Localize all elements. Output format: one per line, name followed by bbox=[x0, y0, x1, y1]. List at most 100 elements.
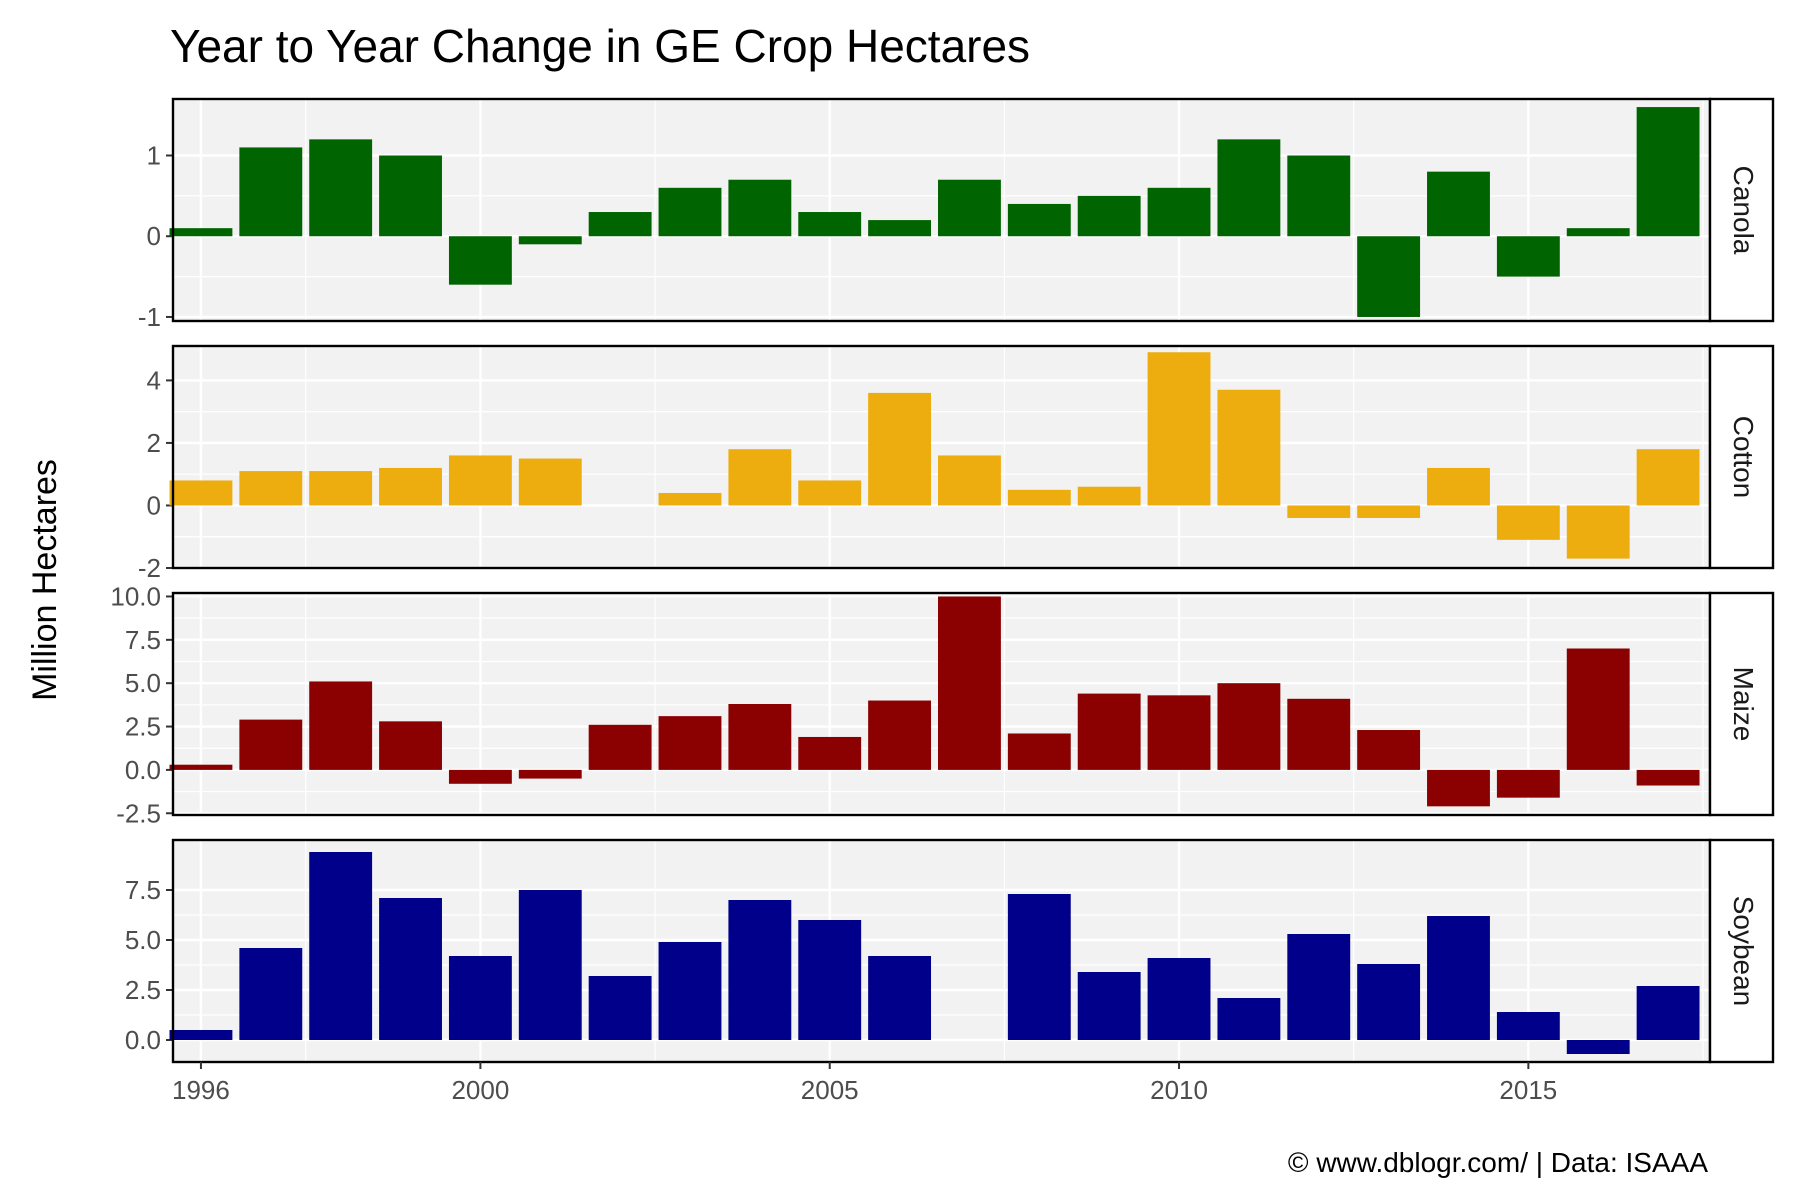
x-tick-label: 2015 bbox=[1499, 1075, 1557, 1105]
bar-soybean-1996 bbox=[169, 1030, 233, 1040]
bar-cotton-2011 bbox=[1217, 389, 1281, 506]
y-tick-label: 5.0 bbox=[125, 925, 161, 955]
y-tick-label: -2.5 bbox=[116, 798, 161, 828]
facet-canola: -1 0 1 Canola bbox=[138, 97, 1775, 332]
x-tick-label: 1996 bbox=[172, 1075, 230, 1105]
bar-canola-1997 bbox=[239, 147, 303, 237]
bar-canola-2011 bbox=[1217, 139, 1281, 237]
bar-maize-2002 bbox=[588, 724, 652, 770]
facet-strip bbox=[1708, 838, 1775, 1064]
bar-canola-2007 bbox=[938, 179, 1001, 237]
bar-maize-2001 bbox=[518, 769, 582, 779]
y-tick-label: 0 bbox=[147, 490, 161, 520]
bar-maize-2012 bbox=[1287, 698, 1351, 770]
bar-soybean-2006 bbox=[868, 956, 932, 1040]
bar-maize-2000 bbox=[448, 769, 512, 784]
bar-canola-2000 bbox=[448, 236, 512, 285]
bar-maize-2015 bbox=[1496, 769, 1560, 798]
bar-cotton-2016 bbox=[1566, 505, 1630, 559]
bar-cotton-2008 bbox=[1007, 489, 1071, 506]
bar-canola-2015 bbox=[1496, 236, 1560, 277]
facet-strip-label: Canola bbox=[1728, 166, 1759, 255]
bar-cotton-2001 bbox=[518, 458, 582, 506]
bar-soybean-2009 bbox=[1077, 972, 1141, 1040]
bar-maize-2005 bbox=[798, 736, 862, 770]
bar-soybean-2017 bbox=[1636, 986, 1700, 1040]
facet-strip-label: Maize bbox=[1728, 667, 1759, 742]
x-axis: 1996 2000 2005 2010 2015 bbox=[172, 1062, 1557, 1105]
facet-strip bbox=[1708, 591, 1775, 817]
bar-maize-2006 bbox=[868, 700, 932, 770]
bar-soybean-2000 bbox=[448, 956, 512, 1040]
bar-maize-2014 bbox=[1427, 769, 1490, 807]
bar-maize-2011 bbox=[1217, 683, 1281, 770]
bar-canola-2008 bbox=[1007, 203, 1071, 237]
bar-soybean-2015 bbox=[1496, 1012, 1560, 1040]
bar-canola-1996 bbox=[169, 228, 233, 237]
facet-soybean: 0.0 2.5 5.0 7.5 Soybean bbox=[125, 838, 1775, 1064]
bar-cotton-2007 bbox=[938, 455, 1001, 506]
facet-maize: -2.5 0.0 2.5 5.0 7.5 10.0 Maize bbox=[110, 581, 1775, 828]
facet-cotton: -2 0 2 4 Cotton bbox=[138, 344, 1775, 583]
bar-cotton-2017 bbox=[1636, 449, 1700, 506]
bar-canola-2012 bbox=[1287, 155, 1351, 237]
bar-canola-2010 bbox=[1147, 187, 1211, 237]
bar-cotton-2013 bbox=[1357, 505, 1421, 518]
bar-soybean-2001 bbox=[518, 890, 582, 1040]
chart-caption: © www.dblogr.com/ | Data: ISAAA bbox=[1288, 1147, 1708, 1178]
bar-cotton-2000 bbox=[448, 455, 512, 506]
bar-soybean-2014 bbox=[1427, 916, 1490, 1040]
bar-maize-1997 bbox=[239, 719, 303, 770]
bar-canola-2001 bbox=[518, 236, 582, 245]
y-tick-label: 0 bbox=[147, 221, 161, 251]
bar-cotton-2012 bbox=[1287, 505, 1351, 518]
bar-canola-2013 bbox=[1357, 236, 1421, 317]
y-tick-label: 7.5 bbox=[125, 875, 161, 905]
bar-canola-2016 bbox=[1566, 228, 1630, 237]
y-tick-label: 7.5 bbox=[125, 625, 161, 655]
bar-soybean-1998 bbox=[309, 852, 373, 1040]
bar-canola-2002 bbox=[588, 212, 652, 237]
bar-maize-1999 bbox=[379, 721, 442, 770]
bar-cotton-1999 bbox=[379, 467, 442, 506]
bar-soybean-1997 bbox=[239, 948, 303, 1040]
bar-maize-2017 bbox=[1636, 769, 1700, 786]
bar-soybean-2005 bbox=[798, 920, 862, 1040]
bar-maize-2004 bbox=[728, 704, 792, 770]
bar-soybean-2011 bbox=[1217, 998, 1281, 1040]
bar-soybean-2002 bbox=[588, 976, 652, 1040]
bar-maize-2016 bbox=[1566, 648, 1630, 770]
bar-cotton-1997 bbox=[239, 471, 303, 506]
bar-canola-2004 bbox=[728, 179, 792, 237]
bar-canola-2005 bbox=[798, 212, 862, 237]
bar-maize-1996 bbox=[169, 764, 233, 770]
bar-canola-1999 bbox=[379, 155, 442, 237]
bar-cotton-2014 bbox=[1427, 467, 1490, 506]
facet-strip bbox=[1708, 97, 1775, 323]
bar-cotton-2010 bbox=[1147, 352, 1211, 506]
bar-soybean-2003 bbox=[658, 942, 722, 1040]
bar-maize-2007 bbox=[938, 596, 1001, 770]
x-tick-label: 2000 bbox=[451, 1075, 509, 1105]
bar-canola-2014 bbox=[1427, 171, 1490, 237]
bar-cotton-2004 bbox=[728, 449, 792, 506]
bar-maize-1998 bbox=[309, 681, 373, 770]
bar-soybean-2012 bbox=[1287, 934, 1351, 1040]
facet-strip bbox=[1708, 344, 1775, 570]
y-tick-label: 0.0 bbox=[125, 1025, 161, 1055]
y-tick-label: 0.0 bbox=[125, 755, 161, 785]
bar-cotton-2009 bbox=[1077, 486, 1141, 506]
bar-maize-2008 bbox=[1007, 733, 1071, 770]
facet-strip-label: Cotton bbox=[1728, 416, 1759, 499]
bar-cotton-2015 bbox=[1496, 505, 1560, 540]
bar-maize-2003 bbox=[658, 716, 722, 770]
bar-soybean-2008 bbox=[1007, 894, 1071, 1040]
bar-soybean-2004 bbox=[728, 900, 792, 1040]
y-tick-label: 2 bbox=[147, 428, 161, 458]
y-tick-label: 4 bbox=[147, 365, 161, 395]
y-axis-label: Million Hectares bbox=[26, 459, 64, 701]
bar-cotton-2003 bbox=[658, 492, 722, 506]
bar-canola-2017 bbox=[1636, 107, 1700, 237]
bar-maize-2013 bbox=[1357, 730, 1421, 770]
